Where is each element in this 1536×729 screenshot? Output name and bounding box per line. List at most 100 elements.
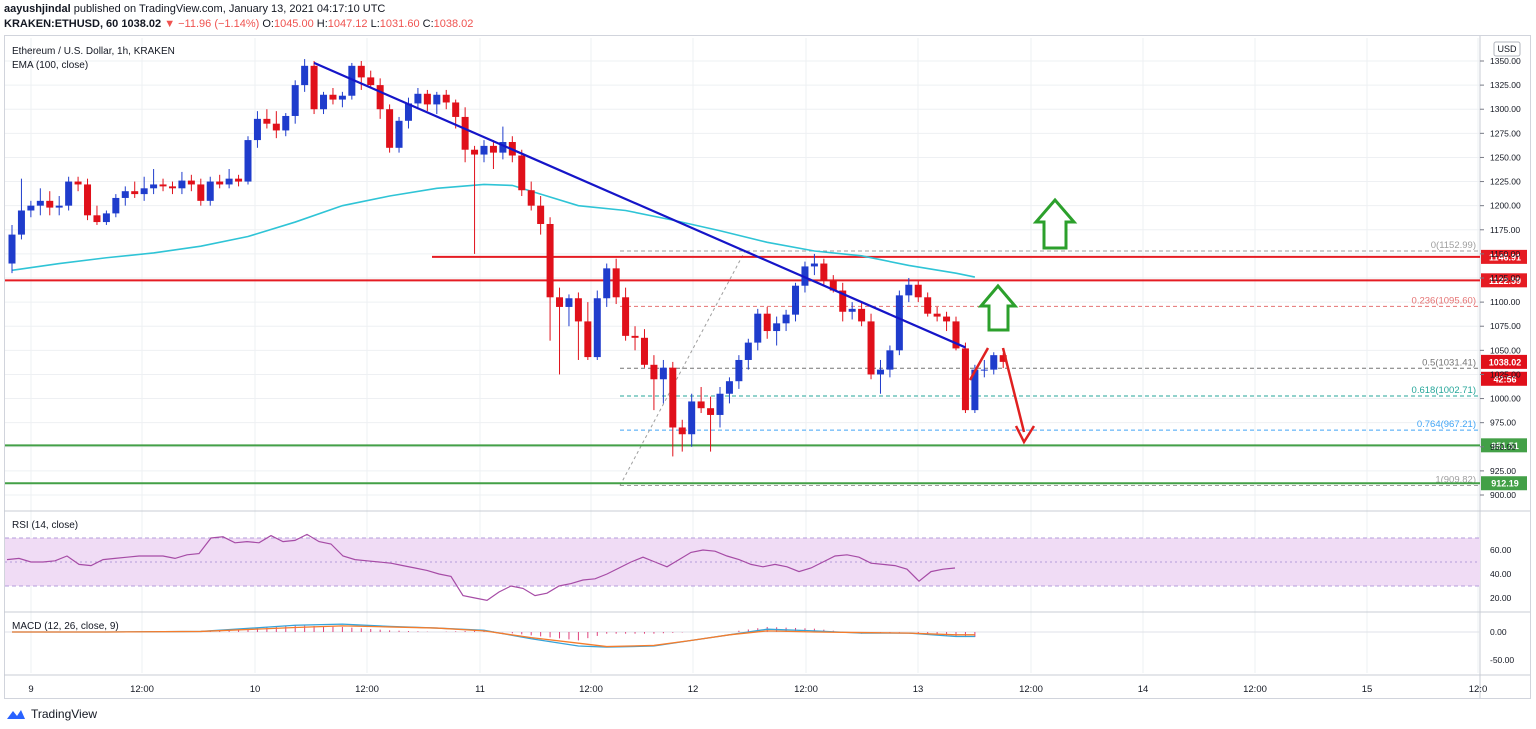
x-tick-label: 10 [250,684,261,695]
current-price-label: 1038.02 [1489,357,1522,367]
candle-body [678,427,686,435]
fib-diagonal [619,250,746,486]
candle-body [442,94,450,103]
last-price: 1038.02 [121,18,162,30]
candle-body [27,205,35,211]
candle-body [206,181,214,201]
candle-body [348,65,356,96]
macd-tick-label: -50.00 [1490,655,1514,665]
high-label: H: [316,18,328,30]
candle-body [820,263,828,281]
y-tick-label: 1175.00 [1490,225,1520,235]
candle-body [688,401,696,435]
candle-body [376,85,384,110]
y-tick-label: 1000.00 [1490,394,1521,404]
currency-box[interactable] [1493,41,1521,57]
candle-body [36,200,44,206]
currency-label: USD [1497,44,1517,54]
candle-body [707,408,715,415]
candle-body [320,94,328,110]
level-price-tag [1481,273,1527,288]
candle-body [858,308,866,322]
y-tick-label: 1250.00 [1490,152,1521,162]
footer-brand[interactable]: TradingView [31,707,98,721]
rsi-tick-label: 40.00 [1490,569,1512,579]
y-tick-label: 1075.00 [1490,321,1521,331]
y-tick-label: 975.00 [1490,418,1516,428]
y-tick-label: 1225.00 [1490,177,1521,187]
candle-body [17,210,25,235]
tradingview-logo-icon [7,710,25,719]
y-tick-label: 1275.00 [1490,128,1521,138]
candle-body [943,316,951,322]
candle-body [301,65,309,86]
candle-body [839,290,847,312]
fib-label: 0(1152.99) [1431,240,1476,251]
up-arrow-large [1032,197,1078,250]
current-price-tag [1481,371,1527,386]
candle-body [659,367,667,380]
x-tick-label: 11 [475,684,485,695]
candle-body [168,186,176,189]
ema-title: EMA (100, close) [12,60,88,71]
y-tick-label: 925.00 [1490,466,1516,476]
level-price-label: 1146.91 [1489,252,1521,262]
candle-body [178,180,186,189]
candle-body [895,295,903,351]
candle-body [263,118,271,124]
author-name[interactable]: aayushjindal [4,3,71,15]
candle-body [357,65,365,78]
published-text: published on TradingView.com, January 13… [73,3,386,15]
level-price-tag [1481,438,1527,453]
macd-tick-label: 0.00 [1490,627,1507,637]
candle-body [480,145,488,155]
y-tick-label: 1200.00 [1490,201,1521,211]
candles-layer [8,59,1007,457]
up-arrow-small [977,283,1019,332]
candle-body [952,321,960,349]
close-label: C: [422,18,434,30]
rsi-pane: 60.00 40.00 20.00 [5,533,1512,603]
candle-body [291,85,299,116]
fib-label: 0.236(1095.60) [1412,295,1476,306]
forecast-down-arrowhead [1014,425,1036,445]
horizontal-levels: 1146.91 1122.59 951.51 912.19 1038.02 42:56 [5,249,1527,491]
x-tick-label: 12:00 [579,684,603,695]
candle-body [253,118,261,141]
candle-body [735,359,743,382]
footer: TradingView [6,707,97,721]
rsi-line [6,533,956,602]
candle-body [282,115,290,131]
candle-body [697,401,705,409]
candle-body [423,93,431,105]
candle-body [197,184,205,201]
candle-body [93,215,101,223]
close-value: 1038.02 [433,18,474,30]
candle-body [914,284,922,298]
y-tick-label: 1350.00 [1490,56,1521,66]
y-tick-label: 950.00 [1490,442,1516,452]
candle-body [716,393,724,415]
candle-body [848,308,856,312]
candle-body [244,140,252,182]
chart-frame[interactable] [4,35,1531,699]
x-tick-label: 14 [1138,684,1149,695]
candle-body [159,184,167,187]
candle-body [461,116,469,150]
candle-body [565,298,573,307]
candle-body [84,184,92,216]
candle-body [905,284,913,296]
y-tick-label: 1125.00 [1490,273,1520,283]
candle-body [499,142,507,153]
candle-body [537,205,545,224]
forecast-up-line [968,347,990,381]
x-tick-label: 12:00 [130,684,154,695]
candle-body [471,149,479,155]
candle-body [102,213,110,223]
candle-body [433,94,441,105]
current-price-tag [1481,354,1527,369]
time-axis: 9 12:00 10 12:00 11 12:00 12 12:00 13 12:00 14 12:0… [28,684,1487,695]
level-price-label: 912.19 [1491,479,1519,489]
forecast-down-line [1001,347,1026,433]
